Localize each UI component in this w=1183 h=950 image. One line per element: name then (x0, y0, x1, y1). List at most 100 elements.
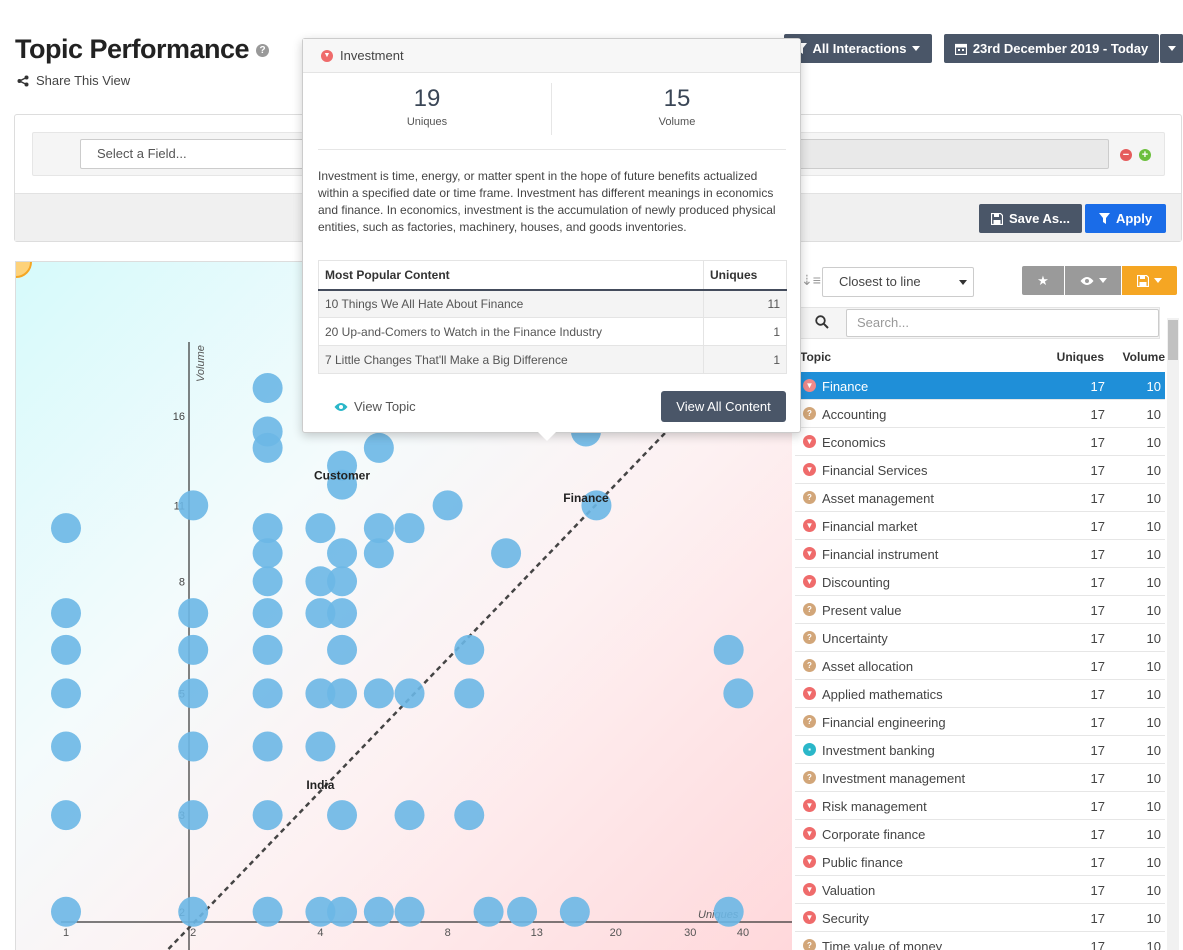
highlighted-point[interactable] (16, 262, 32, 278)
field-select[interactable]: Select a Field... (80, 139, 320, 169)
save-dropdown[interactable] (1122, 266, 1177, 295)
scatter-point[interactable] (394, 800, 425, 831)
scatter-point[interactable] (723, 678, 754, 709)
topic-row[interactable]: ? Financial engineering 17 10 (795, 708, 1165, 736)
scatter-point[interactable] (305, 678, 336, 709)
topic-row[interactable]: ? Asset allocation 17 10 (795, 652, 1165, 680)
scatter-point[interactable] (178, 598, 209, 629)
view-all-content-button[interactable]: View All Content (661, 391, 786, 422)
scatter-point[interactable] (252, 373, 283, 403)
topic-row[interactable]: ▼ Finance 17 10 (795, 372, 1165, 400)
scatter-point[interactable] (252, 634, 283, 665)
table-row[interactable]: 10 Things We All Hate About Finance 11 (318, 289, 787, 318)
scatter-point[interactable] (252, 566, 283, 597)
topic-row[interactable]: ▼ Financial market 17 10 (795, 512, 1165, 540)
sort-icon[interactable]: ⇣≡ (801, 272, 821, 288)
scatter-point[interactable] (51, 634, 81, 665)
scatter-point[interactable] (51, 731, 81, 762)
table-row[interactable]: 7 Little Changes That'll Make a Big Diff… (318, 345, 787, 374)
col-topic[interactable]: Topic (800, 350, 832, 364)
scatter-point[interactable] (252, 432, 283, 463)
scatter-point[interactable] (305, 566, 336, 597)
scatter-point[interactable] (252, 598, 283, 629)
content-title[interactable]: 10 Things We All Hate About Finance (318, 289, 704, 318)
topic-row[interactable]: ? Asset management 17 10 (795, 484, 1165, 512)
scatter-point[interactable] (252, 538, 283, 569)
date-range-button[interactable]: 23rd December 2019 - Today (944, 34, 1159, 63)
scatter-point[interactable] (327, 566, 358, 597)
topic-row[interactable]: ▼ Economics 17 10 (795, 428, 1165, 456)
scatter-point[interactable] (252, 896, 283, 927)
scatter-point[interactable] (178, 634, 209, 665)
scatter-point[interactable] (305, 513, 336, 544)
topic-row[interactable]: ▼ Financial Services 17 10 (795, 456, 1165, 484)
share-link[interactable]: Share This View (17, 73, 130, 88)
visibility-dropdown[interactable] (1065, 266, 1121, 295)
scatter-point[interactable] (559, 896, 590, 927)
scatter-point[interactable] (713, 634, 744, 665)
scatter-point[interactable] (178, 800, 209, 831)
topic-row[interactable]: ▼ Financial instrument 17 10 (795, 540, 1165, 568)
topic-row[interactable]: ? Time value of money 17 10 (795, 932, 1165, 950)
scatter-point[interactable] (394, 678, 425, 709)
scrollbar[interactable] (1167, 318, 1179, 950)
topic-row[interactable]: ▼ Public finance 17 10 (795, 848, 1165, 876)
scatter-point[interactable] (327, 598, 358, 629)
scatter-point[interactable] (51, 513, 81, 544)
favorite-button[interactable]: ★ (1022, 266, 1064, 295)
sort-select[interactable]: Closest to line (822, 267, 974, 297)
scatter-point[interactable] (363, 513, 394, 544)
date-range-dropdown[interactable] (1160, 34, 1183, 63)
topic-row[interactable]: ▼ Corporate finance 17 10 (795, 820, 1165, 848)
scatter-point[interactable] (581, 490, 612, 521)
content-title[interactable]: 20 Up-and-Comers to Watch in the Finance… (318, 317, 704, 346)
scatter-point[interactable] (363, 538, 394, 569)
scatter-point[interactable] (252, 731, 283, 762)
view-topic-link[interactable]: View Topic (334, 399, 416, 414)
scatter-point[interactable] (252, 800, 283, 831)
scatter-point[interactable] (51, 800, 81, 831)
scatter-point[interactable] (363, 432, 394, 463)
scatter-point[interactable] (178, 678, 209, 709)
add-filter-icon[interactable]: + (1139, 149, 1151, 161)
col-volume[interactable]: Volume (1122, 350, 1165, 364)
content-title[interactable]: 7 Little Changes That'll Make a Big Diff… (318, 345, 704, 374)
scatter-point[interactable] (454, 634, 485, 665)
scatter-point[interactable] (394, 896, 425, 927)
scatter-point[interactable] (252, 513, 283, 544)
topic-row[interactable]: ? Accounting 17 10 (795, 400, 1165, 428)
scatter-point[interactable] (432, 490, 463, 521)
table-row[interactable]: 20 Up-and-Comers to Watch in the Finance… (318, 317, 787, 346)
search-input[interactable]: Search... (846, 309, 1159, 337)
topic-row[interactable]: ▼ Discounting 17 10 (795, 568, 1165, 596)
scatter-point[interactable] (252, 678, 283, 709)
topic-row[interactable]: ? Present value 17 10 (795, 596, 1165, 624)
scatter-point[interactable] (327, 678, 358, 709)
scatter-point[interactable] (51, 896, 81, 927)
scatter-point[interactable] (491, 538, 522, 569)
scatter-point[interactable] (394, 513, 425, 544)
topic-row[interactable]: ? Uncertainty 17 10 (795, 624, 1165, 652)
col-uniques[interactable]: Uniques (1056, 350, 1104, 364)
scatter-point[interactable] (305, 598, 336, 629)
scatter-point[interactable] (305, 896, 336, 927)
help-icon[interactable]: ? (256, 44, 269, 57)
scatter-point[interactable] (363, 678, 394, 709)
topic-row[interactable]: ▪ Investment banking 17 10 (795, 736, 1165, 764)
remove-filter-icon[interactable]: − (1120, 149, 1132, 161)
scatter-point[interactable] (454, 800, 485, 831)
topic-row[interactable]: ▼ Applied mathematics 17 10 (795, 680, 1165, 708)
topic-row[interactable]: ▼ Risk management 17 10 (795, 792, 1165, 820)
scatter-point[interactable] (327, 538, 358, 569)
scatter-point[interactable] (454, 678, 485, 709)
scatter-point[interactable] (473, 896, 504, 927)
scatter-point[interactable] (178, 896, 209, 927)
scatter-chart-svg[interactable]: VolumeUniques23581116124813203040Custome… (16, 262, 792, 950)
save-as-button[interactable]: Save As... (979, 204, 1082, 233)
topic-row[interactable]: ? Investment management 17 10 (795, 764, 1165, 792)
scatter-point[interactable] (327, 800, 358, 831)
scatter-point[interactable] (51, 678, 81, 709)
scatter-point[interactable] (713, 896, 744, 927)
scrollbar-thumb[interactable] (1168, 320, 1178, 360)
topic-row[interactable]: ▼ Valuation 17 10 (795, 876, 1165, 904)
